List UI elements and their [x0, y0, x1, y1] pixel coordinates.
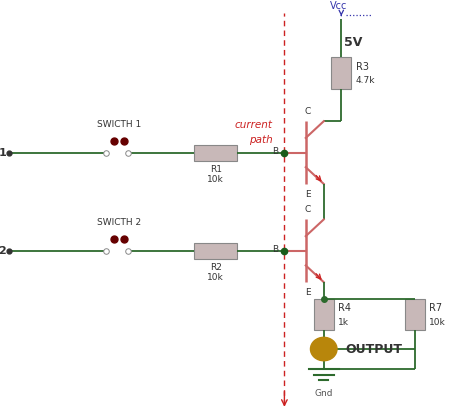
Text: R3: R3 [356, 62, 369, 72]
Text: C: C [305, 107, 311, 116]
Text: 5V: 5V [344, 36, 362, 48]
Text: Gnd: Gnd [314, 389, 333, 398]
Text: Vcc: Vcc [330, 1, 347, 11]
Bar [331, 58, 351, 89]
Bar [194, 145, 237, 161]
Text: SWICTH 2: SWICTH 2 [97, 218, 141, 227]
Text: SWICTH 1: SWICTH 1 [97, 120, 141, 129]
Text: 1k: 1k [338, 318, 349, 326]
Text: path: path [249, 135, 273, 145]
Text: INPUT 2: INPUT 2 [0, 246, 7, 256]
Bar [405, 299, 425, 330]
Text: current: current [235, 120, 273, 130]
Text: INPUT 1: INPUT 1 [0, 148, 7, 158]
Text: 10k: 10k [207, 273, 224, 283]
Text: E: E [305, 288, 311, 298]
Circle shape [310, 337, 337, 361]
Text: 10k: 10k [429, 318, 446, 326]
Text: B: B [272, 245, 278, 254]
Text: B: B [272, 147, 278, 156]
Text: R1: R1 [210, 165, 222, 174]
Text: R7: R7 [429, 303, 443, 313]
Text: 4.7k: 4.7k [356, 76, 375, 85]
Text: C: C [305, 205, 311, 214]
Bar [194, 243, 237, 259]
Text: OUTPUT: OUTPUT [345, 342, 402, 356]
Text: E: E [305, 190, 311, 199]
Text: 10k: 10k [207, 175, 224, 184]
Bar [314, 299, 334, 330]
Text: R4: R4 [338, 303, 351, 313]
Text: R2: R2 [210, 263, 222, 272]
